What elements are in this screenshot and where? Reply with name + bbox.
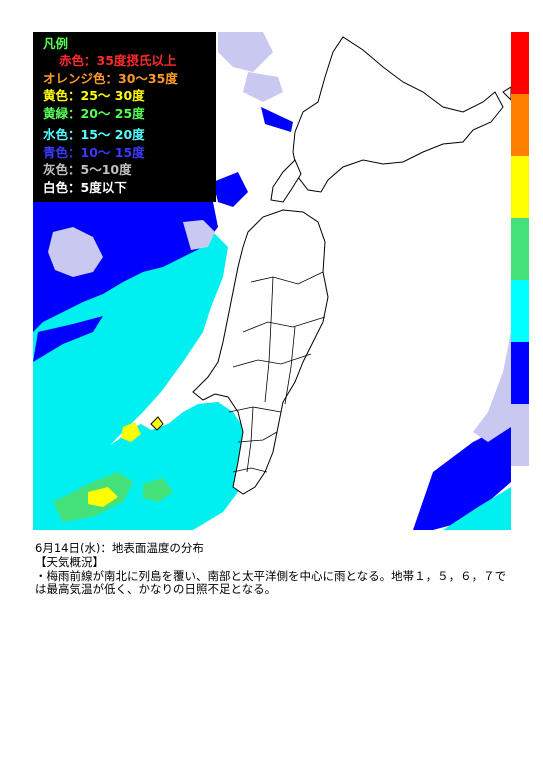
weather-summary: 6月14日(水)：地表面温度の分布 【天気概況】 ・梅雨前線が南北に列島を覆い、… [35,541,515,597]
prefecture-boundaries [228,271,326,473]
legend-item-red: 赤色：35度摂氏以上 [59,53,177,68]
legend: 凡例 赤色：35度摂氏以上 オレンジ色：30～35度 黄色：25～ 30度 黄緑… [33,32,216,202]
temperature-map [33,32,511,530]
cloud-area [243,72,283,102]
land-temperature-zone-20-25 [143,478,173,502]
legend-item-yellow-green: 黄緑：20～ 25度 [43,105,145,121]
island [502,86,511,101]
legend-item-white: 白色：5度以下 [43,179,127,195]
cloud-area [183,220,215,250]
land-temperature-zone-25-30 [121,422,141,442]
land-hokkaido [292,36,504,193]
pacific-temperature-zone-15-20 [443,487,511,530]
color-bar-segment [511,32,529,94]
legend-title: 凡例 [43,36,69,51]
color-bar-segment [511,218,529,280]
legend-item-light-blue: 水色：15～ 20度 [43,127,145,142]
color-scale-bar [511,32,529,466]
color-bar-segment [511,94,529,156]
sea-temperature-zone-10-15 [33,316,103,362]
caption-section-heading: 【天気概況】 [35,554,104,569]
cloud-area [218,32,273,72]
legend-item-blue: 青色：10～ 15度 [43,144,145,160]
caption-title: 6月14日(水)：地表面温度の分布 [35,541,204,555]
land-hokkaido-southwest [270,159,302,203]
land-tohoku [192,209,329,495]
color-bar-segment [511,156,529,218]
caption-body: ・梅雨前線が南北に列島を覆い、南部と太平洋側を中心に雨となる。地帯１，５，６，７… [35,568,507,597]
island [150,416,164,431]
legend-item-orange: オレンジ色：30～35度 [43,70,178,86]
cloud-area [48,227,103,277]
legend-item-gray: 灰色：5～10度 [43,162,132,177]
sea-temperature-zone-10-15 [213,172,248,207]
legend-item-yellow: 黄色：25～ 30度 [43,88,145,103]
color-bar-segment [511,280,529,342]
pacific-cloud-area [473,332,511,442]
color-bar-segment [511,404,529,466]
map-graphic [33,32,511,530]
land-temperature-zone-25-30 [88,487,118,507]
color-bar-segment [511,342,529,404]
sea-temperature-zone-10-15 [261,107,293,132]
